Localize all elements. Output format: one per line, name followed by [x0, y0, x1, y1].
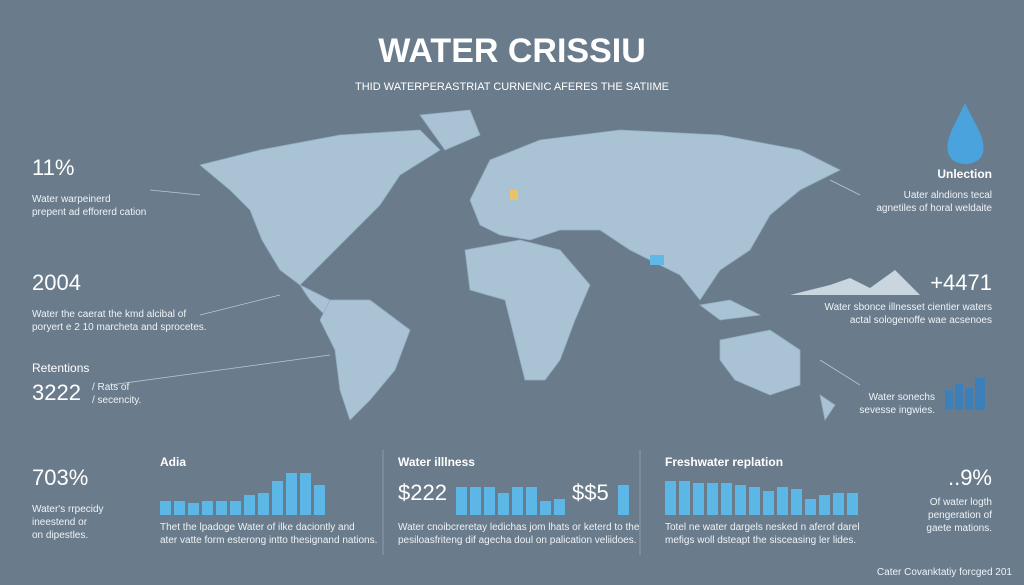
stat-heading: Retentions — [32, 361, 89, 375]
stat-heading: Unlection — [937, 167, 992, 181]
bar — [526, 487, 537, 515]
stat-text: / Rats of — [92, 382, 129, 393]
bar — [777, 487, 788, 515]
bar — [314, 485, 325, 515]
bar — [512, 487, 523, 515]
stat-text: Water warpeinerd — [32, 194, 111, 205]
bar — [749, 487, 760, 515]
stat-text: mefigs woll dsteapt the sisceasing ler l… — [665, 535, 856, 546]
highlight — [510, 190, 518, 200]
bar — [847, 493, 858, 515]
mountain-icon — [790, 270, 920, 295]
stat-text: Uater alndions tecal — [904, 190, 992, 201]
stat-text: Water cnoibcreretay ledichas jom lhats o… — [398, 522, 640, 533]
stat-text: on dipestles. — [32, 530, 88, 541]
water-drop-icon — [947, 103, 984, 164]
subtitle: THID WATERPERASTRIAT CURNENIC AFERES THE… — [355, 81, 669, 93]
bar — [791, 489, 802, 515]
bar — [618, 485, 629, 515]
panel-value: $222 — [398, 480, 447, 505]
bar — [470, 487, 481, 515]
bar — [554, 499, 565, 515]
bar — [286, 473, 297, 515]
bar — [763, 491, 774, 515]
panel-title: Adia — [160, 455, 186, 469]
footer: Cater Covanktatiy forcged 201 — [877, 567, 1013, 578]
stat-text: Water's rrpecidy — [32, 504, 104, 515]
bar — [735, 485, 746, 515]
stat-text: pesiloasfriteng dif agecha doul on palic… — [398, 535, 637, 546]
bar — [244, 495, 255, 515]
stat-value: 703% — [32, 465, 88, 490]
stat-text: gaete mations. — [926, 523, 992, 534]
stat-text: Water sbonce illnesset cientier waters — [825, 302, 992, 313]
stat-value: ..9% — [948, 465, 992, 490]
stat-value: 2004 — [32, 270, 81, 295]
bar — [805, 499, 816, 515]
stat-text: ineestend or — [32, 517, 88, 528]
bar — [272, 481, 283, 515]
bar — [188, 503, 199, 515]
stat-value: 11% — [32, 155, 74, 180]
bar — [202, 501, 213, 515]
bar — [665, 481, 676, 515]
stat-text: actal sologenoffe wae acsenoes — [850, 315, 992, 326]
bar — [693, 483, 704, 515]
bar — [300, 473, 311, 515]
bar — [456, 487, 467, 515]
stat-text: Of water logth — [930, 497, 992, 508]
bar — [679, 481, 690, 515]
stat-text: Water the caerat the kmd alcibal of — [32, 309, 186, 320]
stat-text: Water sonechs — [869, 392, 935, 403]
highlight — [650, 255, 664, 265]
bar — [160, 501, 171, 515]
title: WATER CRISSIU — [378, 32, 646, 70]
stat-text: Totel ne water dargels nesked n aferof d… — [665, 522, 860, 533]
stat-text: Thet the lpadoge Water of ilke daciontly… — [160, 522, 355, 533]
bar — [258, 493, 269, 515]
bar — [174, 501, 185, 515]
bar — [721, 483, 732, 515]
panel-title: Water illlness — [398, 455, 475, 469]
bar — [833, 493, 844, 515]
bar — [819, 495, 830, 515]
stat-text: ater vatte form esterong intto thesignan… — [160, 535, 377, 546]
stat-text: / secencity. — [92, 395, 141, 406]
bar-icon — [945, 378, 985, 410]
stat-text: pengeration of — [928, 510, 992, 521]
stat-value: +4471 — [930, 270, 992, 295]
stat-value: 3222 — [32, 380, 81, 405]
bar — [498, 493, 509, 515]
stat-text: sevesse ingwies. — [859, 405, 935, 416]
stat-text: prepent ad efforerd cation — [32, 207, 146, 218]
stat-text: poryert e 2 10 marcheta and sprocetes. — [32, 322, 207, 333]
connector-lines — [109, 179, 861, 386]
panel-value: $$5 — [572, 480, 609, 505]
bar — [216, 501, 227, 515]
bar — [230, 501, 241, 515]
bar — [707, 483, 718, 515]
panel-title: Freshwater replation — [665, 455, 783, 469]
bar — [540, 501, 551, 515]
bar — [484, 487, 495, 515]
world-map — [199, 109, 841, 422]
stat-text: agnetiles of horal weldaite — [876, 203, 992, 214]
